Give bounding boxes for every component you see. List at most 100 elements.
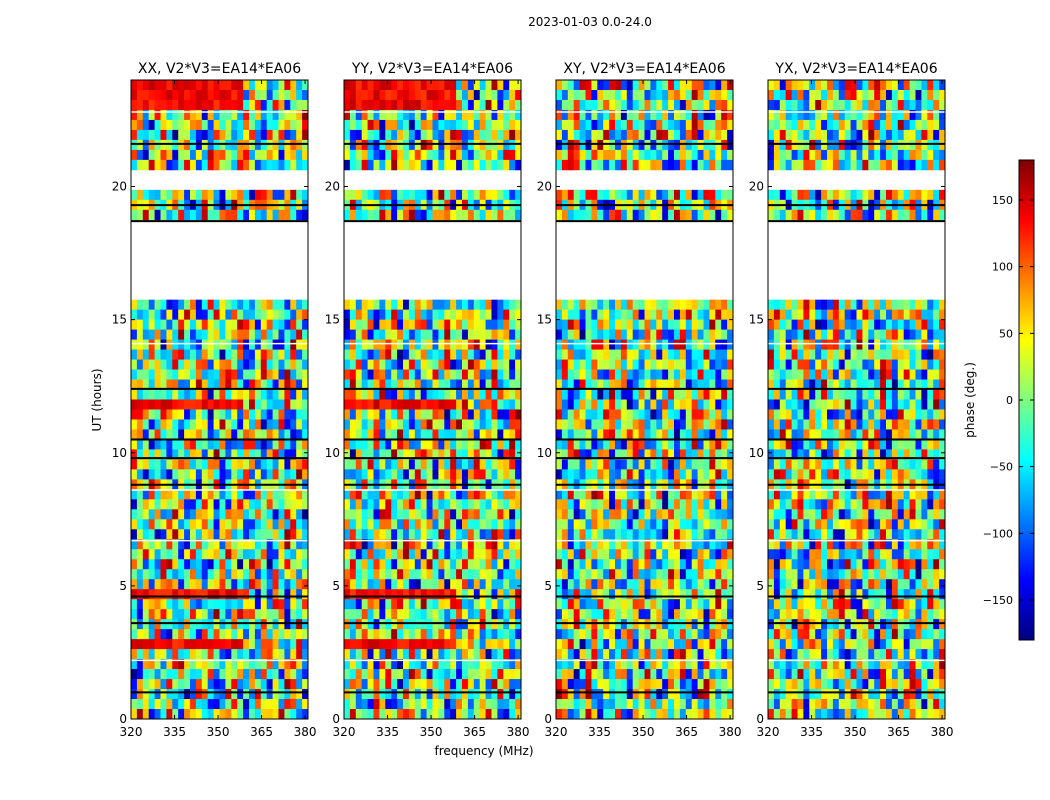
- heatmap-cell: [243, 119, 250, 131]
- heatmap-cell: [473, 499, 481, 510]
- heatmap-cell: [237, 129, 244, 141]
- heatmap-cell: [591, 639, 598, 650]
- heatmap-cell: [249, 649, 256, 660]
- heatmap-cell: [479, 689, 486, 700]
- heatmap-cell: [462, 649, 469, 660]
- heatmap-cell: [154, 609, 161, 620]
- heatmap-cell: [515, 609, 521, 620]
- heatmap-cell: [467, 589, 475, 600]
- heatmap-cell: [567, 669, 575, 680]
- heatmap-cell: [573, 679, 580, 690]
- heatmap-cell: [266, 419, 273, 430]
- heatmap-cell: [219, 309, 226, 321]
- heatmap-cell: [615, 449, 622, 460]
- heatmap-cell: [450, 629, 457, 640]
- heatmap-cell: [691, 529, 698, 540]
- heatmap-cell: [284, 209, 291, 221]
- heatmap-cell: [355, 409, 363, 420]
- heatmap-cell: [367, 189, 374, 201]
- heatmap-cell: [160, 129, 167, 141]
- heatmap-cell: [408, 159, 416, 171]
- heatmap-cell: [184, 609, 191, 620]
- heatmap-cell: [272, 699, 279, 710]
- heatmap-cell: [650, 389, 657, 400]
- heatmap-cell: [509, 589, 516, 600]
- y-tick-label: 0: [119, 712, 127, 726]
- heatmap-cell: [172, 389, 179, 400]
- heatmap-cell: [632, 459, 639, 470]
- heatmap-cell: [573, 159, 580, 171]
- heatmap-cell: [432, 699, 439, 710]
- heatmap-cell: [201, 459, 209, 470]
- heatmap-cell: [355, 469, 363, 480]
- heatmap-cell: [166, 89, 173, 101]
- heatmap-cell: [644, 509, 651, 520]
- heatmap-cell: [373, 159, 380, 171]
- heatmap-cell: [456, 189, 463, 201]
- heatmap-cell: [349, 589, 357, 600]
- heatmap-cell: [485, 599, 492, 610]
- heatmap-cell: [408, 80, 416, 91]
- heatmap-cell: [638, 489, 645, 500]
- heatmap-cell: [249, 359, 256, 370]
- heatmap-cell: [284, 709, 291, 719]
- heatmap-cell: [178, 89, 185, 101]
- heatmap-cell: [668, 639, 675, 650]
- heatmap-cell: [691, 339, 698, 350]
- heatmap-cell: [225, 209, 232, 221]
- heatmap-cell: [136, 149, 144, 161]
- heatmap-cell: [626, 359, 634, 370]
- heatmap-cell: [668, 499, 675, 510]
- heatmap-cell: [679, 359, 687, 370]
- heatmap-cell: [591, 649, 598, 660]
- heatmap-cell: [485, 619, 492, 630]
- heatmap-cell: [278, 629, 285, 640]
- heatmap-cell: [509, 629, 516, 640]
- heatmap-cell: [190, 419, 197, 430]
- heatmap-cell: [284, 339, 291, 350]
- heatmap-cell: [219, 449, 226, 460]
- heatmap-cell: [361, 629, 368, 640]
- heatmap-cell: [397, 599, 404, 610]
- heatmap-cell: [296, 459, 303, 470]
- heatmap-cell: [727, 639, 733, 650]
- heatmap-cell: [450, 589, 457, 600]
- heatmap-cell: [567, 539, 575, 550]
- heatmap-cell: [237, 399, 244, 410]
- heatmap-cell: [344, 709, 351, 719]
- heatmap-cell: [219, 649, 226, 660]
- heatmap-cell: [432, 659, 439, 670]
- heatmap-cell: [184, 589, 191, 600]
- heatmap-cell: [650, 379, 657, 390]
- heatmap-cell: [344, 449, 351, 460]
- heatmap-cell: [644, 99, 651, 111]
- heatmap-cell: [662, 549, 669, 560]
- heatmap-cell: [679, 689, 687, 700]
- heatmap-cell: [609, 709, 616, 719]
- heatmap-cell: [674, 519, 681, 530]
- heatmap-cell: [679, 159, 687, 171]
- heatmap-cell: [249, 119, 256, 131]
- heatmap-cell: [361, 529, 368, 540]
- heatmap-cell: [355, 539, 363, 550]
- heatmap-cell: [561, 689, 569, 700]
- heatmap-cell: [373, 529, 380, 540]
- heatmap-cell: [131, 459, 138, 470]
- heatmap-cell: [479, 119, 486, 131]
- heatmap-cell: [373, 509, 380, 520]
- heatmap-cell: [219, 159, 226, 171]
- heatmap-cell: [284, 129, 291, 141]
- heatmap-cell: [131, 299, 138, 311]
- heatmap-cell: [284, 119, 291, 131]
- heatmap-cell: [561, 379, 569, 390]
- heatmap-cell: [662, 89, 669, 101]
- heatmap-cell: [284, 80, 291, 91]
- heatmap-cell: [414, 419, 422, 430]
- heatmap-cell: [207, 349, 214, 360]
- heatmap-cell: [302, 129, 308, 141]
- heatmap-cell: [408, 339, 416, 350]
- heatmap-cell: [254, 709, 262, 719]
- heatmap-cell: [408, 449, 416, 460]
- heatmap-cell: [284, 509, 291, 520]
- heatmap-cell: [272, 119, 279, 131]
